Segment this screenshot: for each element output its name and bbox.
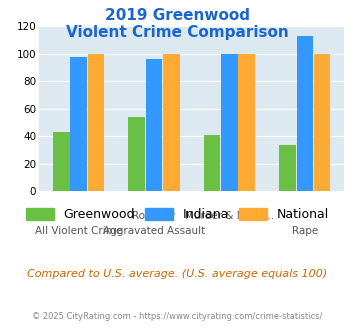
Text: Aggravated Assault: Aggravated Assault xyxy=(103,226,205,236)
Bar xyxy=(163,54,180,191)
Text: Compared to U.S. average. (U.S. average equals 100): Compared to U.S. average. (U.S. average … xyxy=(27,269,328,279)
Text: Rape: Rape xyxy=(292,226,318,236)
Legend: Greenwood, Indiana, National: Greenwood, Indiana, National xyxy=(21,203,334,226)
Text: 2019 Greenwood: 2019 Greenwood xyxy=(105,8,250,23)
Text: All Violent Crime: All Violent Crime xyxy=(35,226,122,236)
Bar xyxy=(314,54,331,191)
Bar xyxy=(204,135,220,191)
Text: © 2025 CityRating.com - https://www.cityrating.com/crime-statistics/: © 2025 CityRating.com - https://www.city… xyxy=(32,312,323,321)
Bar xyxy=(70,57,87,191)
Bar xyxy=(88,54,104,191)
Bar xyxy=(239,54,255,191)
Bar xyxy=(296,36,313,191)
Text: Robbery: Robbery xyxy=(132,211,176,221)
Bar xyxy=(221,54,238,191)
Bar xyxy=(53,132,70,191)
Text: Violent Crime Comparison: Violent Crime Comparison xyxy=(66,25,289,40)
Bar xyxy=(279,145,296,191)
Bar xyxy=(129,117,145,191)
Bar xyxy=(146,59,162,191)
Text: Murder & Mans...: Murder & Mans... xyxy=(185,211,274,221)
